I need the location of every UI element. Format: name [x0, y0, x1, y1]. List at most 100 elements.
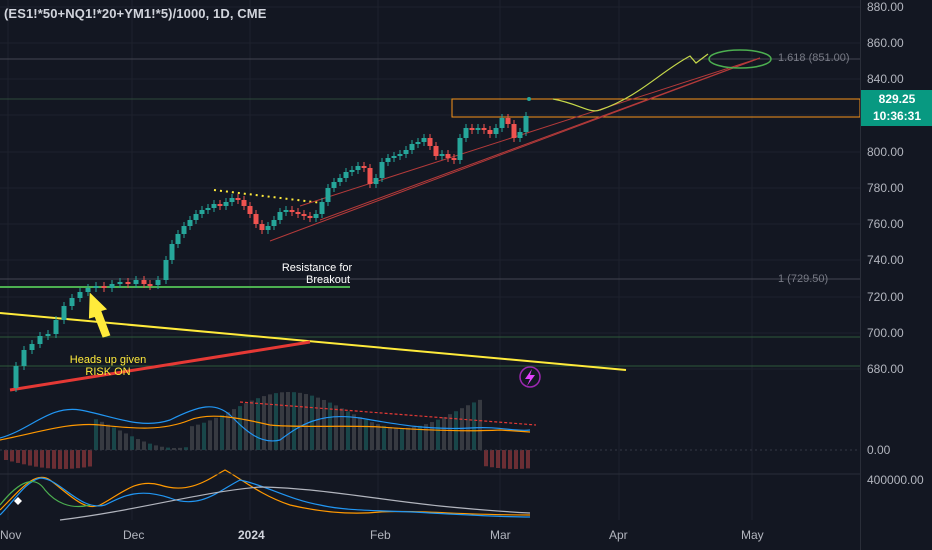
histogram-bar — [256, 398, 260, 450]
candle-body — [187, 220, 193, 226]
candle-body — [155, 280, 161, 285]
candle-body — [505, 118, 511, 124]
candle-body — [385, 158, 391, 162]
histogram-bar — [208, 420, 212, 450]
candle-body — [325, 188, 331, 202]
candle-body — [117, 282, 123, 284]
target-zone-box[interactable] — [451, 98, 860, 118]
histogram-bar — [388, 427, 392, 450]
histogram-bar — [346, 411, 350, 450]
histogram-bar — [472, 402, 476, 450]
candle-body — [163, 260, 169, 280]
candle-body — [403, 150, 409, 154]
histogram-bar — [304, 394, 308, 450]
rising-channel[interactable] — [269, 57, 761, 242]
candle-body — [355, 166, 361, 170]
candle-body — [487, 130, 493, 134]
lightning-icon[interactable] — [519, 366, 541, 388]
histogram-bar — [16, 450, 20, 463]
price-tick: 880.00 — [867, 0, 904, 14]
candle-body — [181, 226, 187, 234]
histogram-bar — [190, 426, 194, 450]
candle-body — [265, 226, 271, 230]
histogram-bar — [154, 445, 158, 450]
candle-body — [463, 128, 469, 138]
time-label-may: May — [741, 528, 764, 542]
candle-body — [379, 162, 385, 178]
candle-body — [409, 144, 415, 150]
histogram-bar — [178, 447, 182, 450]
time-label-mar: Mar — [490, 528, 511, 542]
histogram-bar — [274, 393, 278, 450]
candle-body — [451, 158, 457, 160]
histogram-bar — [82, 450, 86, 468]
candle-body — [29, 344, 35, 350]
candle-body — [259, 224, 265, 230]
histogram-bar — [4, 450, 8, 460]
red-trendline[interactable] — [9, 340, 311, 392]
histogram-bar — [58, 450, 62, 469]
histogram-bar — [280, 392, 284, 450]
candle-body — [469, 128, 475, 130]
candlesticks[interactable] — [13, 97, 532, 392]
oscillator-panel[interactable] — [4, 392, 530, 469]
price-chart[interactable] — [0, 0, 860, 550]
last-price-marker — [527, 97, 531, 101]
candle-body — [343, 172, 349, 178]
candle-body — [475, 128, 481, 130]
candle-body — [499, 118, 505, 128]
candle-body — [235, 198, 241, 200]
oscillator-lines — [0, 401, 537, 442]
histogram-bar — [478, 399, 482, 450]
histogram-bar — [118, 430, 122, 450]
dotted-resistance-line[interactable] — [213, 189, 323, 204]
histogram-bar — [412, 426, 416, 450]
price-tick: 840.00 — [867, 72, 904, 86]
candle-body — [85, 288, 91, 292]
histogram-bar — [196, 424, 200, 450]
histogram-bar — [184, 447, 188, 450]
histogram-bar — [358, 417, 362, 450]
fib-1618-label: 1.618 (851.00) — [778, 52, 850, 64]
price-axis[interactable]: 880.00 860.00 840.00 800.00 780.00 760.0… — [860, 0, 932, 550]
price-tick: 740.00 — [867, 253, 904, 267]
histogram-bar — [220, 415, 224, 450]
candle-body — [101, 286, 107, 288]
histogram-bar — [310, 395, 314, 450]
histogram-bar — [508, 450, 512, 469]
histogram-bar — [226, 412, 230, 450]
candle-body — [199, 210, 205, 214]
histogram-bar — [376, 424, 380, 450]
candle-body — [493, 128, 499, 134]
histogram-bar — [340, 408, 344, 450]
candle-body — [147, 284, 153, 286]
histogram-bar — [334, 405, 338, 450]
candle-body — [391, 156, 397, 158]
candle-body — [439, 154, 445, 156]
candle-body — [301, 214, 307, 216]
target-ellipse[interactable] — [708, 49, 772, 69]
candle-body — [21, 350, 27, 366]
histogram-bar — [94, 419, 98, 450]
histogram-bar — [88, 450, 92, 467]
candle-body — [445, 154, 451, 158]
candle-body — [61, 306, 67, 320]
histogram-bar — [124, 433, 128, 450]
histogram-bar — [214, 417, 218, 450]
candle-body — [141, 280, 147, 284]
histogram-bar — [436, 419, 440, 450]
histogram-bar — [10, 450, 14, 462]
heads-up-annotation: Heads up given RISK ON — [58, 354, 158, 378]
candle-body — [271, 220, 277, 226]
projection-path[interactable] — [552, 53, 709, 112]
histogram-bar — [364, 419, 368, 450]
candle-body — [427, 138, 433, 146]
histogram-bar — [28, 450, 32, 466]
histogram-bar — [202, 422, 206, 450]
candle-body — [13, 366, 19, 388]
resistance-label-line1: Resistance for — [281, 262, 353, 274]
histogram-bar — [490, 450, 494, 468]
time-label-dec: Dec — [123, 528, 145, 542]
candle-body — [175, 234, 181, 244]
histogram-bar — [526, 450, 530, 469]
